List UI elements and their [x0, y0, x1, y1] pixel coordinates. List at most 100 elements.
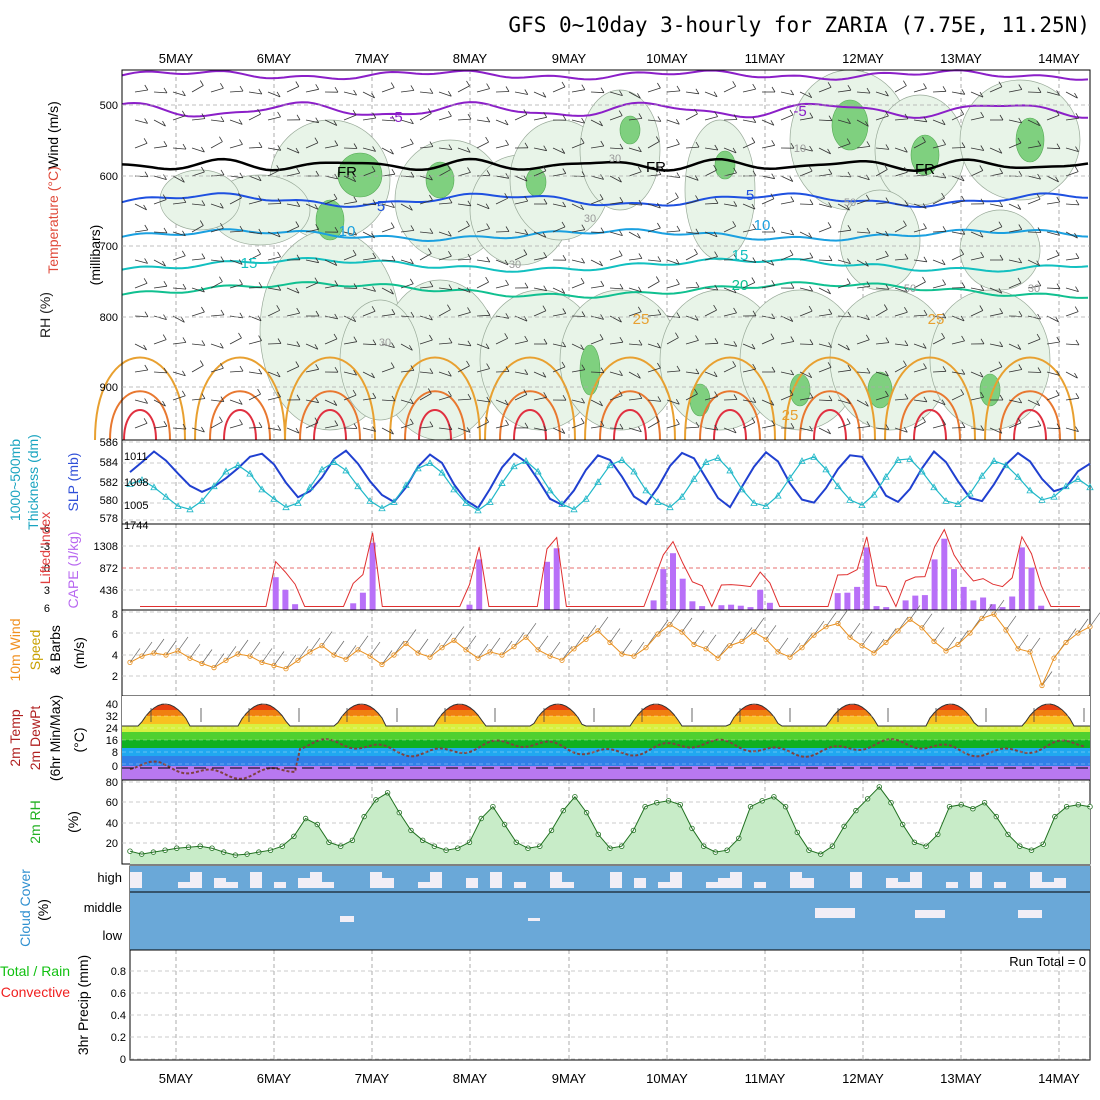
wind-barb	[191, 203, 205, 206]
cloud-high-gap	[730, 872, 742, 888]
wind-barb-flag	[637, 233, 641, 239]
wind-barb-flag	[163, 87, 168, 94]
wind-barb-flag	[790, 369, 795, 376]
wind-barb-flag	[543, 338, 548, 345]
wind-barb	[153, 119, 166, 127]
wind-barb	[343, 315, 356, 323]
wind-barb	[191, 311, 205, 317]
wind-barb-flag	[333, 333, 338, 340]
wind-barb-flag	[581, 224, 586, 230]
contour-label: 5	[377, 198, 385, 215]
wind-barb-flag	[923, 223, 927, 229]
wind-barb	[153, 425, 167, 429]
wind-barb	[210, 314, 225, 317]
wind-barb	[799, 231, 812, 239]
wind-barb-flag	[961, 142, 966, 148]
wind-barb-flag	[427, 248, 432, 254]
precip-panel: 0.80.60.40.20	[111, 966, 1090, 1066]
date-label-top: 7MAY	[355, 51, 390, 66]
thickness-point	[594, 478, 602, 485]
wind-barb	[172, 255, 186, 261]
rh2m-fill	[130, 786, 1090, 864]
wind-barb-flag	[789, 109, 794, 116]
wind-barb	[932, 259, 946, 266]
thickness-point	[918, 467, 926, 475]
wind-barb	[970, 147, 984, 151]
wind-barb	[1046, 287, 1061, 290]
wind-barb-flag	[998, 288, 1003, 294]
thickness-point	[1086, 483, 1094, 491]
wind-barb	[305, 142, 319, 149]
wind-barb-flag	[257, 248, 261, 255]
wind-barb-flag	[979, 305, 984, 311]
wind-barb	[324, 175, 338, 180]
wind-barb	[191, 171, 205, 177]
wind-barb-flag	[409, 205, 413, 211]
wind-barb	[286, 366, 299, 373]
wind-barb-flag	[866, 227, 871, 234]
wind-barb	[666, 197, 679, 205]
wind-barb-flag	[448, 390, 452, 397]
wind-barb-flag	[999, 254, 1004, 261]
temp-contour-35	[913, 409, 947, 441]
wind-barb	[1065, 343, 1080, 346]
wind-barb	[590, 315, 604, 320]
wind-barb	[286, 427, 300, 434]
wind-barb-flag	[923, 116, 928, 123]
wind-barb	[438, 309, 451, 317]
wind-barb	[533, 256, 547, 261]
wind-barb-flag	[904, 113, 909, 120]
wind-barb	[172, 231, 186, 237]
wind-barb	[381, 343, 395, 348]
wind-barb-flag	[1075, 252, 1080, 259]
wind-barb	[970, 256, 984, 261]
wind-barb-flag	[1075, 339, 1080, 346]
wind-barb-flag	[429, 334, 433, 341]
wind-barb-flag	[1075, 199, 1080, 206]
wind-barb	[742, 399, 756, 403]
wind-barb	[609, 287, 624, 290]
wind-barb-flag	[581, 311, 586, 317]
date-label-bottom: 6MAY	[257, 1071, 292, 1086]
date-label-bottom: 7MAY	[355, 1071, 390, 1086]
wind-barb-flag	[979, 231, 984, 238]
wind-barb-flag	[808, 165, 813, 172]
wind-barb-flag	[352, 316, 357, 322]
wind-barb-flag	[655, 416, 660, 422]
wind-barb	[400, 399, 414, 405]
wind-barb	[343, 427, 358, 429]
temp-line-10	[121, 228, 1089, 243]
wind-barb-flag	[315, 257, 320, 263]
wind-barb-flag	[847, 118, 851, 124]
wind-barb-flag	[960, 175, 965, 182]
wind-barb	[419, 146, 433, 149]
wind-barb-flag	[314, 204, 319, 210]
wind-barb-flag	[220, 256, 225, 262]
cloud-high-gap	[178, 882, 190, 888]
wind-barb	[856, 119, 869, 127]
wind-barb	[609, 395, 623, 401]
wind10-barb	[657, 619, 669, 635]
wind10-label-a: 10m Wind	[7, 618, 23, 681]
wind-barb-flag	[144, 224, 149, 231]
wind-barb	[1008, 282, 1022, 289]
wind-barb	[1027, 91, 1042, 93]
wind-barb-flag	[181, 317, 185, 323]
wind-barb	[704, 371, 718, 378]
temp-contour-25	[94, 356, 186, 441]
wind-barb	[267, 231, 281, 238]
wind-barb-flag	[352, 176, 357, 182]
wind-barb-flag	[353, 423, 358, 429]
wind-barb	[457, 312, 471, 317]
wind-barb-flag	[485, 136, 489, 143]
wind-barb	[229, 230, 244, 233]
wind-barb	[723, 147, 737, 154]
wind-barb-flag	[1056, 336, 1061, 343]
wind-barb	[723, 287, 737, 294]
wind-barb-flag	[372, 112, 377, 119]
wind-barb	[571, 422, 585, 429]
wind-barb	[799, 343, 814, 345]
wind-barb-flag	[144, 364, 149, 371]
wind-barb	[856, 371, 871, 374]
cape-bar	[951, 569, 957, 610]
